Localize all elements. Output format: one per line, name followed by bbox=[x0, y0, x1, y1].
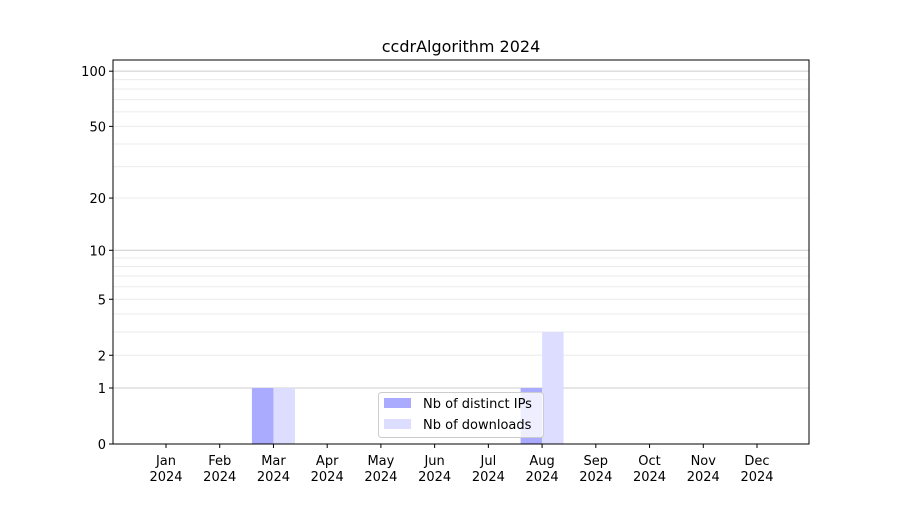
y-tick-label: 5 bbox=[98, 293, 106, 308]
bar-downloads bbox=[542, 332, 564, 444]
x-tick-year: 2024 bbox=[364, 470, 397, 485]
x-tick-year: 2024 bbox=[740, 470, 773, 485]
axes-frame bbox=[112, 59, 810, 445]
x-axis: Jan2024Feb2024Mar2024Apr2024May2024Jun20… bbox=[149, 444, 774, 485]
legend-box bbox=[378, 392, 544, 438]
y-tick-label: 50 bbox=[89, 120, 106, 135]
x-tick-label: May bbox=[367, 454, 394, 469]
legend-label: Nb of downloads bbox=[423, 418, 532, 433]
x-tick-label: Jun bbox=[423, 454, 444, 469]
x-tick-year: 2024 bbox=[311, 470, 344, 485]
y-axis: 0 1 2 5 10 20 50 100 bbox=[81, 65, 113, 453]
x-tick-label: Jan bbox=[155, 454, 176, 469]
x-tick-label: Dec bbox=[744, 454, 769, 469]
x-tick-year: 2024 bbox=[203, 470, 236, 485]
legend-label: Nb of distinct IPs bbox=[423, 397, 532, 412]
y-tick-label: 0 bbox=[98, 438, 106, 453]
y-tick-label: 100 bbox=[81, 65, 106, 80]
x-tick-year: 2024 bbox=[472, 470, 505, 485]
x-tick-label: Apr bbox=[316, 454, 339, 469]
y-tick-label: 20 bbox=[89, 192, 106, 207]
x-tick-label: Mar bbox=[261, 454, 286, 469]
y-tick-label: 2 bbox=[98, 349, 106, 364]
x-tick-year: 2024 bbox=[633, 470, 666, 485]
x-tick-label: Jul bbox=[480, 454, 497, 469]
y-tick-label: 1 bbox=[98, 382, 106, 397]
y-tick-label: 10 bbox=[89, 244, 106, 259]
x-tick-label: Nov bbox=[691, 454, 717, 469]
x-tick-year: 2024 bbox=[418, 470, 451, 485]
x-tick-year: 2024 bbox=[257, 470, 290, 485]
legend: Nb of distinct IPs Nb of downloads bbox=[378, 392, 544, 438]
x-tick-label: Aug bbox=[529, 454, 554, 469]
legend-swatch bbox=[384, 398, 411, 408]
chart-title: ccdrAlgorithm 2024 bbox=[382, 37, 541, 56]
x-tick-label: Oct bbox=[638, 454, 660, 469]
bar-distinct-ips bbox=[251, 388, 274, 444]
x-tick-label: Feb bbox=[208, 454, 231, 469]
x-tick-year: 2024 bbox=[579, 470, 612, 485]
legend-swatch bbox=[384, 419, 411, 429]
x-tick-year: 2024 bbox=[526, 470, 559, 485]
bar-downloads bbox=[273, 388, 295, 444]
x-tick-label: Sep bbox=[584, 454, 609, 469]
grid bbox=[113, 70, 809, 389]
x-tick-year: 2024 bbox=[149, 470, 182, 485]
x-tick-year: 2024 bbox=[687, 470, 720, 485]
